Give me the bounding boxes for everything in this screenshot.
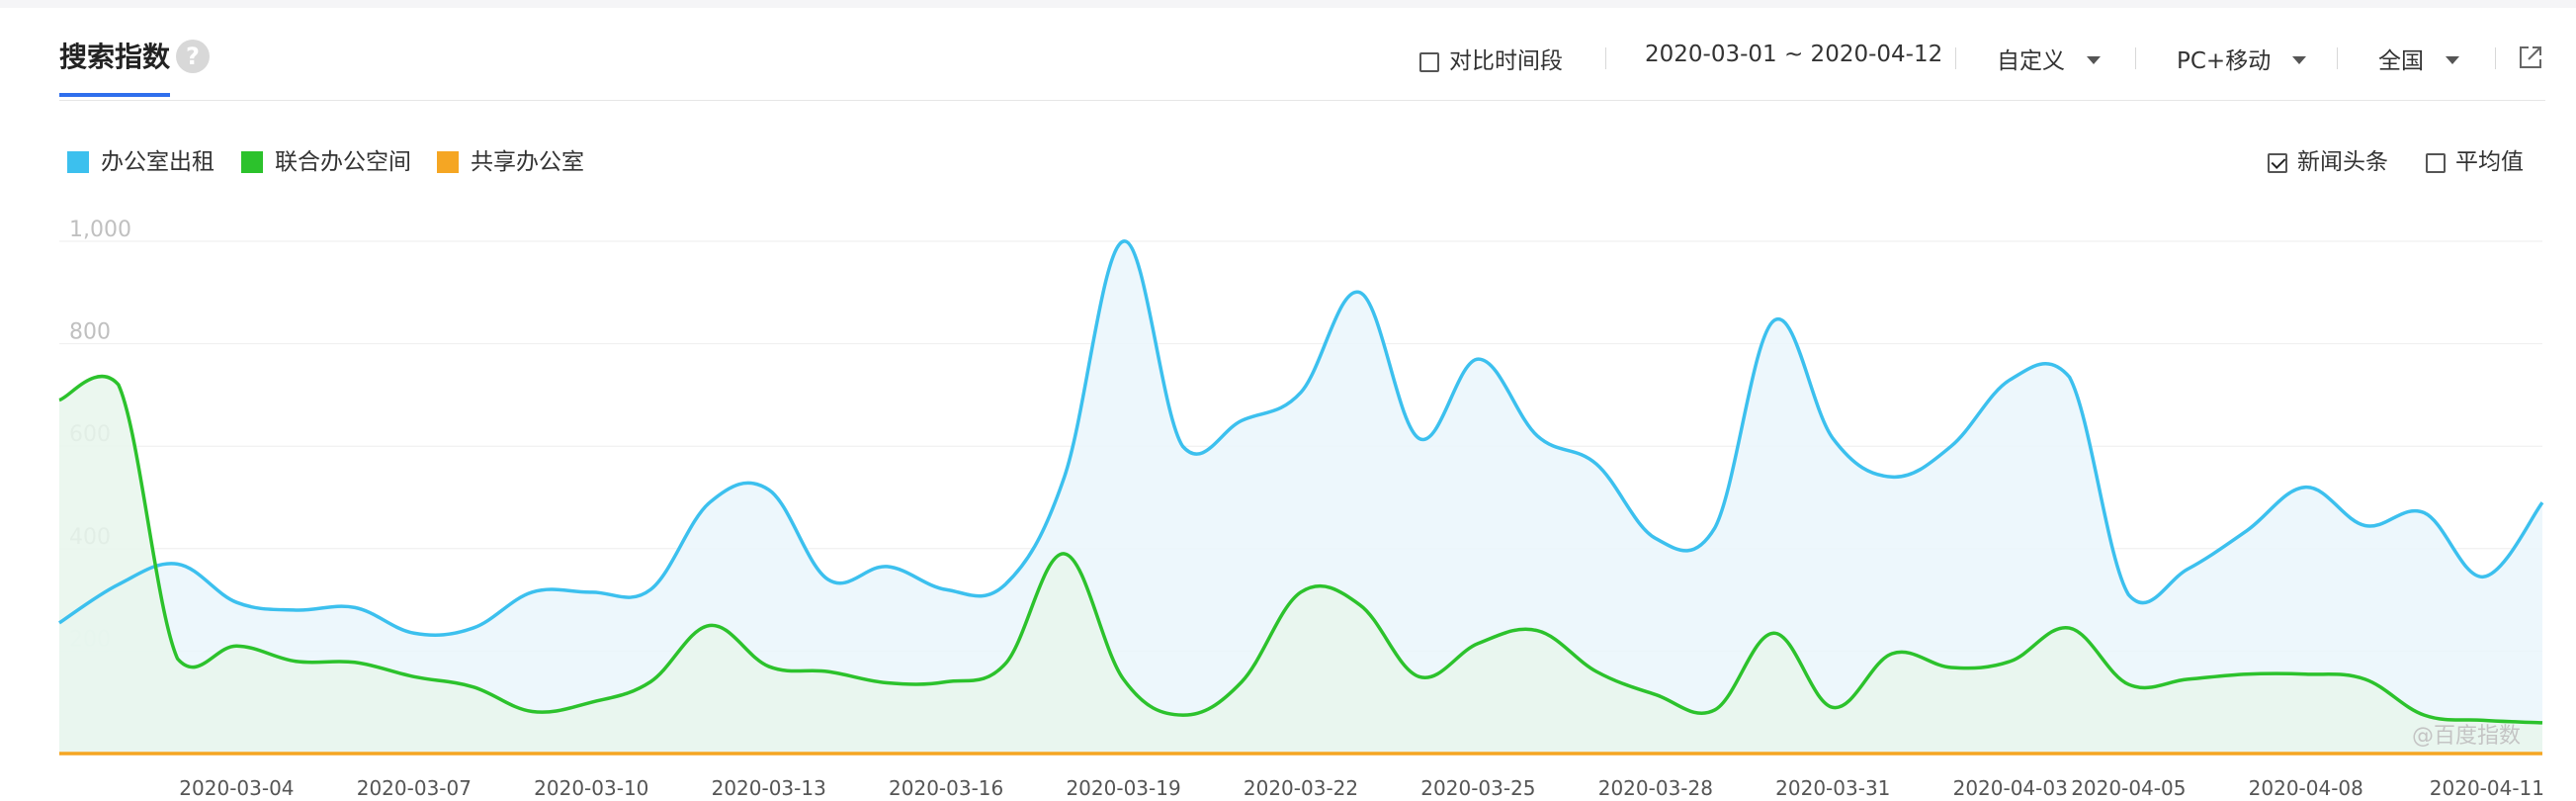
x-tick-label: 2020-03-04: [179, 776, 294, 800]
divider: [1955, 47, 1956, 69]
search-index-chart: 2004006008001,0002020-03-042020-03-07202…: [58, 218, 2544, 800]
search-index-card: 搜索指数 ? 对比时间段 2020-03-01 ~ 2020-04-12 自定义…: [0, 8, 2576, 801]
divider: [2337, 47, 2338, 69]
region-label: 全国: [2378, 48, 2424, 74]
legend-item-series-3[interactable]: 共享办公室: [437, 142, 584, 176]
date-range-picker[interactable]: 2020-03-01 ~ 2020-04-12: [1645, 42, 1943, 67]
x-tick-label: 2020-03-07: [357, 776, 472, 800]
legend-item-series-2[interactable]: 联合办公空间: [241, 142, 411, 176]
average-checkbox[interactable]: [2426, 153, 2446, 173]
legend-label: 共享办公室: [471, 149, 584, 175]
x-tick-label: 2020-03-28: [1598, 776, 1713, 800]
x-tick-label: 2020-03-13: [712, 776, 826, 800]
news-label: 新闻头条: [2297, 149, 2388, 175]
x-tick-label: 2020-04-05: [2071, 776, 2186, 800]
divider: [2495, 47, 2496, 69]
legend-swatch: [67, 151, 89, 173]
news-checkbox[interactable]: [2268, 153, 2287, 173]
device-dropdown[interactable]: PC+移动: [2177, 42, 2307, 75]
device-label: PC+移动: [2177, 48, 2272, 74]
compare-checkbox[interactable]: [1419, 52, 1439, 72]
compare-period-toggle[interactable]: 对比时间段: [1419, 42, 1563, 75]
compare-label: 对比时间段: [1449, 48, 1563, 74]
legend-swatch: [241, 151, 263, 173]
legend-label: 联合办公空间: [275, 149, 411, 175]
region-dropdown[interactable]: 全国: [2378, 42, 2459, 75]
caret-down-icon: [2292, 56, 2307, 64]
series-area-1: [59, 240, 2542, 755]
news-headlines-toggle[interactable]: 新闻头条: [2268, 142, 2388, 176]
custom-range-dropdown[interactable]: 自定义: [1997, 42, 2101, 75]
caret-down-icon: [2446, 56, 2459, 64]
active-tab-indicator: [59, 93, 170, 97]
average-label: 平均值: [2455, 149, 2524, 175]
header-bar: 搜索指数 ? 对比时间段 2020-03-01 ~ 2020-04-12 自定义…: [0, 8, 2576, 101]
x-tick-label: 2020-04-08: [2249, 776, 2363, 800]
custom-label: 自定义: [1997, 48, 2065, 74]
series-line-2: [58, 375, 2543, 725]
y-tick-label: 1,000: [69, 218, 131, 242]
y-tick-label: 800: [69, 320, 111, 345]
legend-item-series-1[interactable]: 办公室出租: [67, 142, 215, 176]
x-tick-label: 2020-04-11: [2430, 776, 2544, 800]
legend-swatch: [437, 151, 459, 173]
series-line-1: [58, 239, 2544, 637]
question-icon[interactable]: ?: [176, 40, 210, 73]
caret-down-icon: [2087, 56, 2101, 64]
x-tick-label: 2020-04-03: [1953, 776, 2068, 800]
header-divider: [59, 100, 2545, 101]
x-tick-label: 2020-03-10: [534, 776, 648, 800]
x-tick-label: 2020-03-31: [1775, 776, 1890, 800]
divider: [1605, 47, 1606, 69]
x-tick-label: 2020-03-22: [1244, 776, 1358, 800]
external-link-icon[interactable]: [2517, 44, 2544, 71]
x-tick-label: 2020-03-16: [889, 776, 1003, 800]
watermark: @百度指数: [2412, 724, 2522, 749]
legend-label: 办公室出租: [101, 149, 215, 175]
divider: [2135, 47, 2136, 69]
x-tick-label: 2020-03-25: [1420, 776, 1535, 800]
average-toggle[interactable]: 平均值: [2426, 142, 2524, 176]
page-title[interactable]: 搜索指数: [59, 41, 171, 73]
x-tick-label: 2020-03-19: [1066, 776, 1180, 800]
